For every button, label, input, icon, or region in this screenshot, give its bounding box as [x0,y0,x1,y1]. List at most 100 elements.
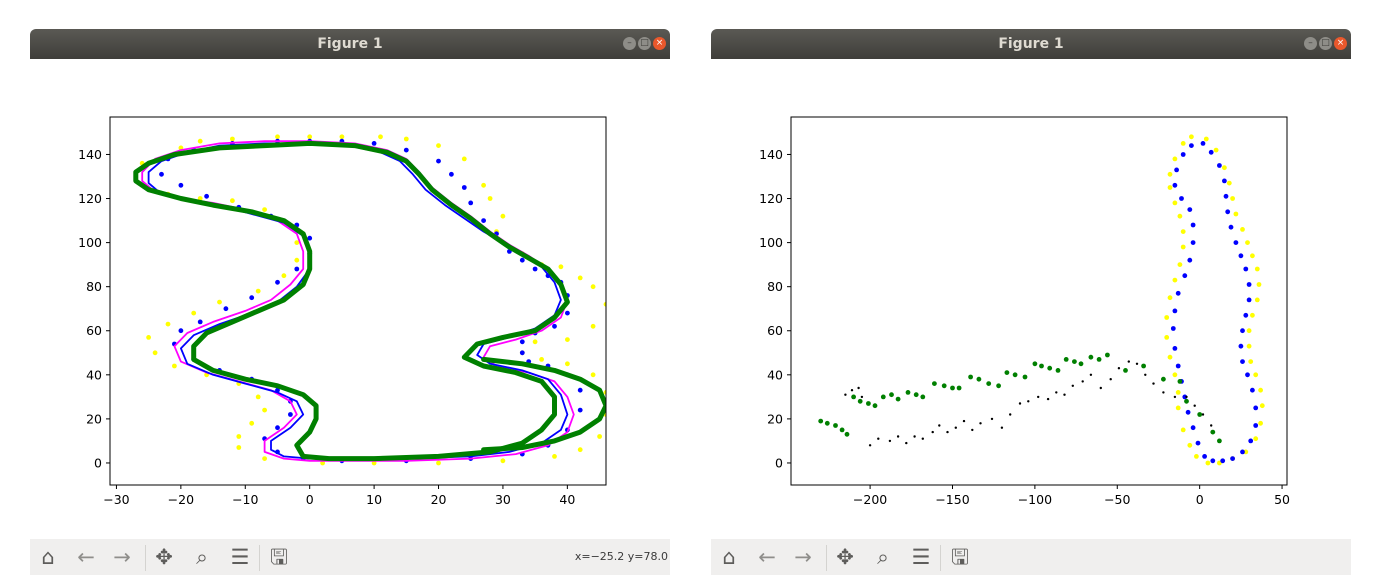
data-point [236,445,242,450]
data-point [1182,394,1188,400]
data-point [860,395,864,399]
data-point [1179,196,1184,201]
data-point [1105,352,1110,358]
x-tick-label: −200 [853,492,887,507]
forward-arrow-icon[interactable]: → [794,545,812,569]
data-point [1170,326,1176,331]
data-point [1088,354,1094,360]
data-point [1250,253,1255,259]
series-line [133,140,570,462]
data-point [1187,257,1193,263]
figure-canvas[interactable]: −200 −150 −100 −50 0 50 0 20 40 60 80 100 120 140 [711,59,1351,539]
series-line [147,142,569,460]
data-point [262,407,267,413]
data-point [868,444,872,447]
data-point [889,392,894,398]
data-point [1027,400,1030,403]
data-point [905,441,908,445]
configure-subplots-icon[interactable]: ☰ [230,545,250,569]
data-point [146,335,151,340]
data-point [1164,315,1170,320]
data-point [1172,182,1178,188]
title-bar[interactable]: Figure 1 – □ × [30,29,670,59]
data-point [565,337,570,342]
data-point [1180,141,1186,146]
data-point [971,428,974,432]
close-button[interactable]: × [653,37,666,50]
data-point [1217,163,1222,168]
data-point [1258,387,1263,393]
data-point [844,393,847,396]
data-point [833,423,838,428]
data-point [857,398,863,404]
data-point [1177,213,1183,219]
data-point [1190,425,1196,431]
x-tick-label: −50 [1104,492,1130,507]
window-title: Figure 1 [998,36,1064,52]
pan-icon[interactable]: ✥ [836,545,854,569]
data-point [1009,413,1012,416]
data-point [913,392,919,398]
data-point [1248,359,1254,364]
data-point [1189,134,1194,140]
data-point [461,156,467,162]
data-point [1200,141,1206,146]
save-icon[interactable]: 🖫 [270,545,288,569]
toolbar-divider [259,545,260,571]
save-icon[interactable]: 🖫 [951,545,969,569]
figure-window-1: Figure 1 – □ × −30 −20 −10 0 10 20 30 40 0 20 40 60… [30,29,670,575]
data-point [1173,395,1177,399]
data-point [1180,244,1186,250]
back-arrow-icon[interactable]: ← [77,545,95,569]
pan-icon[interactable]: ✥ [155,545,173,569]
data-point [1240,449,1245,455]
data-point [1246,297,1252,303]
data-point [996,383,1001,389]
data-point [850,389,854,392]
zoom-icon[interactable]: ⌕ [196,545,208,569]
data-point [941,383,947,389]
data-point [294,257,300,263]
home-icon[interactable]: ⌂ [722,545,736,569]
y-tick-label: 80 [767,279,783,294]
data-point [1175,405,1181,411]
data-point [1238,253,1244,259]
data-point [1144,373,1147,376]
data-point [1243,449,1249,455]
figure-canvas[interactable]: −30 −20 −10 0 10 20 30 40 0 20 40 60 80 100 120 140 [30,59,670,539]
data-point [1161,376,1166,382]
data-point [1055,391,1058,394]
data-point [436,143,441,148]
data-point [962,419,966,423]
window-title: Figure 1 [317,36,383,52]
data-point [339,134,345,140]
maximize-button[interactable]: □ [638,37,651,50]
data-point [913,435,916,438]
data-point [403,147,409,153]
data-point [236,434,242,439]
toolbar-divider [826,545,827,571]
home-icon[interactable]: ⌂ [41,545,55,569]
zoom-icon[interactable]: ⌕ [877,545,889,569]
data-point [1222,165,1227,171]
configure-subplots-icon[interactable]: ☰ [911,545,931,569]
data-point [1240,328,1245,334]
title-bar[interactable]: Figure 1 – □ × [711,29,1351,59]
data-point [519,339,525,345]
data-point [1189,143,1194,148]
data-point [1258,420,1263,426]
data-point [577,275,583,281]
minimize-button[interactable]: – [623,37,636,50]
minimize-button[interactable]: – [1304,37,1317,50]
data-point [1253,423,1259,428]
back-arrow-icon[interactable]: ← [758,545,776,569]
data-point [262,456,267,461]
maximize-button[interactable]: □ [1319,37,1332,50]
data-point [1182,273,1188,279]
data-point [481,182,486,188]
data-point [968,374,973,380]
forward-arrow-icon[interactable]: → [113,545,131,569]
close-button[interactable]: × [1334,37,1347,50]
data-point [1180,427,1186,433]
data-point [877,437,880,440]
